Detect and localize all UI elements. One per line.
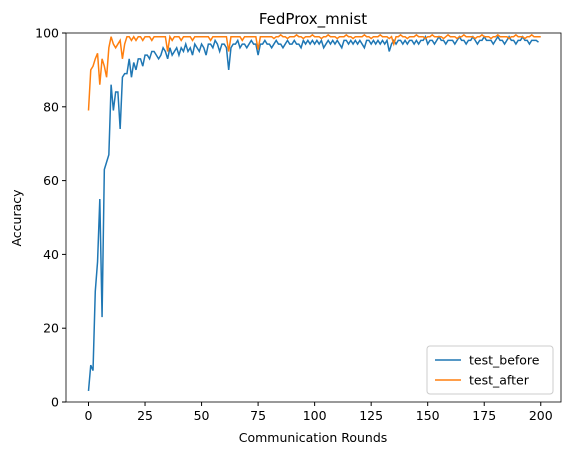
x-tick-label: 150 [416, 408, 440, 423]
x-tick-label: 25 [137, 408, 153, 423]
y-tick-label: 0 [51, 395, 59, 410]
plot-frame [65, 32, 562, 403]
x-tick-label: 200 [529, 408, 553, 423]
y-tick-label: 100 [35, 26, 59, 41]
chart-title: FedProx_mnist [259, 10, 367, 29]
x-tick-label: 75 [250, 408, 266, 423]
x-tick-label: 0 [85, 408, 93, 423]
legend-box [426, 345, 554, 395]
y-tick-label: 20 [43, 321, 59, 336]
series-line [87, 33, 541, 111]
x-tick-label: 125 [359, 408, 383, 423]
y-axis-label: Accuracy [9, 189, 24, 247]
legend-label: test_after [469, 373, 530, 388]
series-line [87, 34, 539, 391]
x-tick-label: 100 [303, 408, 327, 423]
x-tick-label: 175 [472, 408, 496, 423]
x-tick-label: 50 [194, 408, 210, 423]
y-tick-label: 60 [43, 173, 59, 188]
y-tick-label: 80 [43, 99, 59, 114]
x-axis-label: Communication Rounds [239, 430, 388, 445]
legend-label: test_before [469, 353, 540, 368]
y-tick-label: 40 [43, 247, 59, 262]
